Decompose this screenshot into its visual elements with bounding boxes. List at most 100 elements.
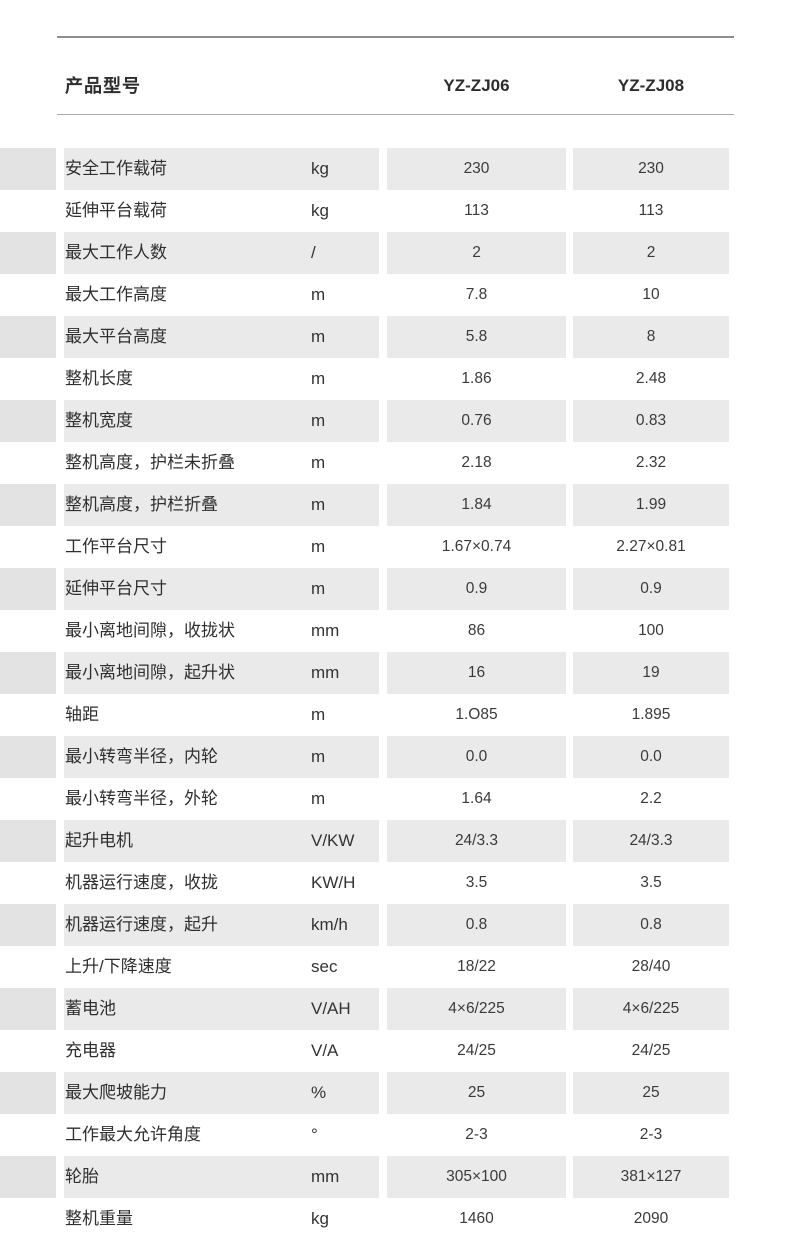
spec-value-yz-zj08: 25 bbox=[642, 1084, 660, 1101]
row-stripe bbox=[573, 1156, 729, 1198]
spec-value-yz-zj08: 10 bbox=[642, 286, 660, 303]
spec-label: 整机重量 bbox=[65, 1209, 133, 1228]
row-stripe bbox=[64, 820, 379, 862]
spec-row: 安全工作载荷 kg 230 230 bbox=[0, 148, 790, 190]
spec-unit: m bbox=[311, 789, 326, 808]
row-stripe bbox=[64, 652, 379, 694]
row-stripe bbox=[573, 232, 729, 274]
spec-row: 轮胎 mm 305×100 381×127 bbox=[0, 1156, 790, 1198]
spec-value-yz-zj08: 8 bbox=[646, 328, 656, 345]
spec-row: 工作平台尺寸 m 1.67×0.74 2.27×0.81 bbox=[0, 526, 790, 568]
row-stripe bbox=[573, 484, 729, 526]
spec-label: 最大工作人数 bbox=[65, 243, 167, 262]
row-stripe bbox=[0, 988, 56, 1030]
spec-row: 整机长度 m 1.86 2.48 bbox=[0, 358, 790, 400]
spec-label: 轮胎 bbox=[65, 1167, 99, 1186]
spec-label: 机器运行速度，收拢 bbox=[65, 873, 218, 892]
row-stripe bbox=[573, 148, 729, 190]
top-divider bbox=[57, 36, 734, 38]
header-divider bbox=[57, 114, 734, 115]
row-stripe bbox=[573, 400, 729, 442]
spec-value-yz-zj06: 24/25 bbox=[457, 1042, 496, 1059]
spec-unit: sec bbox=[311, 957, 338, 976]
spec-row: 机器运行速度，收拢 KW/H 3.5 3.5 bbox=[0, 862, 790, 904]
spec-value-yz-zj06: 24/3.3 bbox=[454, 832, 499, 849]
spec-unit: kg bbox=[311, 1209, 329, 1228]
spec-unit: m bbox=[311, 579, 326, 598]
spec-label: 整机长度 bbox=[65, 369, 133, 388]
row-stripe bbox=[0, 1072, 56, 1114]
spec-value-yz-zj08: 100 bbox=[638, 622, 664, 639]
spec-row: 最小离地间隙，收拢状 mm 86 100 bbox=[0, 610, 790, 652]
spec-value-yz-zj08: 2.27×0.81 bbox=[616, 538, 686, 555]
spec-unit: m bbox=[311, 327, 326, 346]
spec-label: 最小离地间隙，收拢状 bbox=[65, 621, 235, 640]
spec-value-yz-zj06: 0.76 bbox=[461, 412, 492, 429]
row-stripe bbox=[387, 904, 566, 946]
row-stripe bbox=[64, 1072, 379, 1114]
row-stripe bbox=[387, 148, 566, 190]
row-stripe bbox=[573, 652, 729, 694]
spec-label: 充电器 bbox=[65, 1041, 116, 1060]
spec-label: 整机宽度 bbox=[65, 411, 133, 430]
row-stripe bbox=[64, 988, 379, 1030]
spec-value-yz-zj08: 2.2 bbox=[640, 790, 662, 807]
spec-label: 整机高度，护栏未折叠 bbox=[65, 453, 235, 472]
spec-row: 整机高度，护栏未折叠 m 2.18 2.32 bbox=[0, 442, 790, 484]
spec-value-yz-zj06: 4×6/225 bbox=[448, 1000, 505, 1017]
spec-label: 轴距 bbox=[65, 705, 99, 724]
row-stripe bbox=[573, 820, 729, 862]
spec-value-yz-zj08: 3.5 bbox=[640, 874, 662, 891]
spec-unit: V/KW bbox=[311, 831, 355, 850]
spec-value-yz-zj06: 1.86 bbox=[461, 370, 492, 387]
spec-value-yz-zj06: 0.0 bbox=[465, 748, 488, 765]
spec-unit: kg bbox=[311, 201, 329, 220]
spec-row: 最大工作高度 m 7.8 10 bbox=[0, 274, 790, 316]
spec-unit: mm bbox=[311, 621, 340, 640]
row-stripe bbox=[0, 904, 56, 946]
row-stripe bbox=[0, 736, 56, 778]
spec-value-yz-zj06: 25 bbox=[467, 1084, 486, 1101]
spec-value-yz-zj08: 1.895 bbox=[631, 706, 671, 723]
row-stripe bbox=[573, 988, 729, 1030]
spec-label: 最小离地间隙，起升状 bbox=[65, 663, 235, 682]
spec-value-yz-zj08: 113 bbox=[638, 202, 664, 219]
spec-row: 延伸平台尺寸 m 0.9 0.9 bbox=[0, 568, 790, 610]
spec-row: 整机宽度 m 0.76 0.83 bbox=[0, 400, 790, 442]
spec-unit: km/h bbox=[311, 915, 348, 934]
table-header-row: 产品型号 YZ-ZJ06 YZ-ZJ08 bbox=[0, 63, 790, 109]
row-stripe bbox=[64, 400, 379, 442]
row-stripe bbox=[64, 232, 379, 274]
spec-value-yz-zj08: 2.32 bbox=[635, 454, 667, 471]
row-stripe bbox=[387, 400, 566, 442]
row-stripe bbox=[0, 820, 56, 862]
spec-label: 延伸平台载荷 bbox=[65, 201, 167, 220]
spec-row: 最小离地间隙，起升状 mm 16 19 bbox=[0, 652, 790, 694]
spec-unit: m bbox=[311, 705, 326, 724]
row-stripe bbox=[573, 736, 729, 778]
row-stripe bbox=[573, 1072, 729, 1114]
row-stripe bbox=[0, 148, 56, 190]
row-stripe bbox=[387, 820, 566, 862]
spec-row: 最大工作人数 / 2 2 bbox=[0, 232, 790, 274]
row-stripe bbox=[387, 568, 566, 610]
spec-value-yz-zj08: 0.0 bbox=[640, 748, 662, 765]
row-stripe bbox=[387, 988, 566, 1030]
spec-unit: m bbox=[311, 495, 326, 514]
row-stripe bbox=[0, 1156, 56, 1198]
spec-label: 蓄电池 bbox=[65, 999, 116, 1018]
spec-unit: V/AH bbox=[311, 999, 351, 1018]
spec-value-yz-zj06: 2-3 bbox=[465, 1126, 488, 1143]
spec-value-yz-zj06: 305×100 bbox=[446, 1168, 507, 1185]
row-stripe bbox=[64, 568, 379, 610]
spec-row: 轴距 m 1.O85 1.895 bbox=[0, 694, 790, 736]
spec-value-yz-zj08: 230 bbox=[638, 160, 664, 177]
spec-label: 最大爬坡能力 bbox=[65, 1083, 167, 1102]
row-stripe bbox=[387, 484, 566, 526]
spec-label: 最大工作高度 bbox=[65, 285, 167, 304]
spec-value-yz-zj08: 28/40 bbox=[631, 958, 671, 975]
spec-unit: m bbox=[311, 747, 326, 766]
spec-value-yz-zj06: 0.8 bbox=[465, 916, 488, 933]
row-stripe bbox=[0, 568, 56, 610]
